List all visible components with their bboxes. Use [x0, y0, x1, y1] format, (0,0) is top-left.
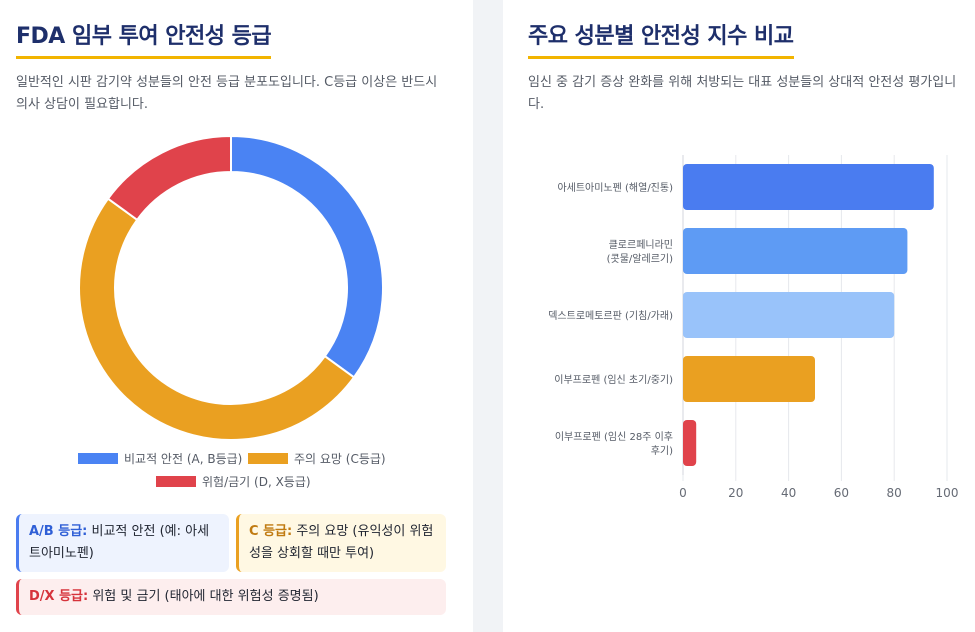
bar-category-label: 이부프로펜 (임신 28주 이후: [555, 430, 673, 443]
info-box-dx-head: D/X 등급:: [29, 589, 89, 604]
info-box-ab-text: 비교적 안전 (예: 아세트아미노펜): [29, 524, 210, 561]
bar-2[interactable]: [683, 292, 895, 338]
info-box-c-head: C 등급:: [249, 524, 293, 539]
x-tick-label: 80: [887, 486, 902, 500]
donut-card-description: 일반적인 시판 감기약 성분들의 안전 등급 분포도입니다. C등급 이상은 반…: [16, 75, 438, 112]
legend-label-caution: 주의 요망 (C등급): [294, 452, 386, 466]
donut-slice-danger[interactable]: [106, 134, 232, 222]
legend-label-danger: 위험/금기 (D, X등급): [202, 475, 311, 489]
bar-card-description: 임신 중 감기 증상 완화를 위해 처방되는 대표 성분들의 상대적 안전성 평…: [528, 75, 957, 112]
donut-slice-safe[interactable]: [230, 134, 384, 379]
legend-swatch-danger: [156, 476, 196, 487]
bar-category-label: (콧물/알레르기): [607, 253, 673, 265]
info-box-c-text: 주의 요망 (유익성이 위험성을 상회할 때만 투여): [249, 524, 434, 561]
bar-category-label: 후기): [651, 445, 673, 457]
bar-category-label: 덱스트로메토르판 (기침/가래): [548, 310, 673, 322]
legend-label-safe: 비교적 안전 (A, B등급): [124, 452, 243, 466]
x-tick-label: 60: [834, 486, 849, 500]
bar-chart: 0 20 40 60 80 100 아세트아미노펜 (해열/진통) 클로르페니라민 (콧물/알레…: [548, 155, 959, 500]
info-box-dx-text: 위험 및 금기 (태아에 대한 위험성 증명됨): [88, 589, 319, 604]
info-box-ab: A/B 등급: 비교적 안전 (예: 아세트아미노펜): [16, 514, 229, 572]
bar-0[interactable]: [683, 164, 934, 210]
donut-chart: [78, 134, 384, 441]
legend-item-caution[interactable]: 주의 요망 (C등급): [248, 450, 386, 467]
pregnancy-category-card: FDA 임부 투여 안전성 등급 일반적인 시판 감기약 성분들의 안전 등급 …: [0, 0, 473, 632]
bar-3[interactable]: [683, 356, 815, 402]
info-box-ab-head: A/B 등급:: [29, 524, 88, 539]
x-tick-label: 100: [936, 486, 959, 500]
x-tick-label: 40: [781, 486, 796, 500]
donut-slice-caution[interactable]: [78, 197, 356, 441]
info-box-c: C 등급: 주의 요망 (유익성이 위험성을 상회할 때만 투여): [236, 514, 446, 572]
x-tick-label: 20: [728, 486, 743, 500]
bar-category-label: 클로르페니라민: [609, 239, 673, 251]
bar-category-label: 이부프로펜 (임신 초기/중기): [554, 373, 673, 386]
info-box-dx: D/X 등급: 위험 및 금기 (태아에 대한 위험성 증명됨): [16, 579, 446, 615]
bar-4[interactable]: [683, 420, 697, 466]
safety-index-card: 주요 성분별 안전성 지수 비교 임신 중 감기 증상 완화를 위해 처방되는 …: [503, 0, 975, 632]
donut-card-title: FDA 임부 투여 안전성 등급: [16, 18, 272, 59]
x-tick-label: 0: [679, 486, 687, 500]
legend-swatch-safe: [78, 453, 118, 464]
legend-item-safe[interactable]: 비교적 안전 (A, B등급): [78, 450, 242, 467]
bar-card-title: 주요 성분별 안전성 지수 비교: [528, 18, 794, 59]
legend-item-danger[interactable]: 위험/금기 (D, X등급): [156, 473, 311, 490]
bar-category-label: 아세트아미노펜 (해열/진통): [557, 181, 673, 194]
legend-swatch-caution: [248, 453, 288, 464]
bar-1[interactable]: [683, 228, 908, 274]
